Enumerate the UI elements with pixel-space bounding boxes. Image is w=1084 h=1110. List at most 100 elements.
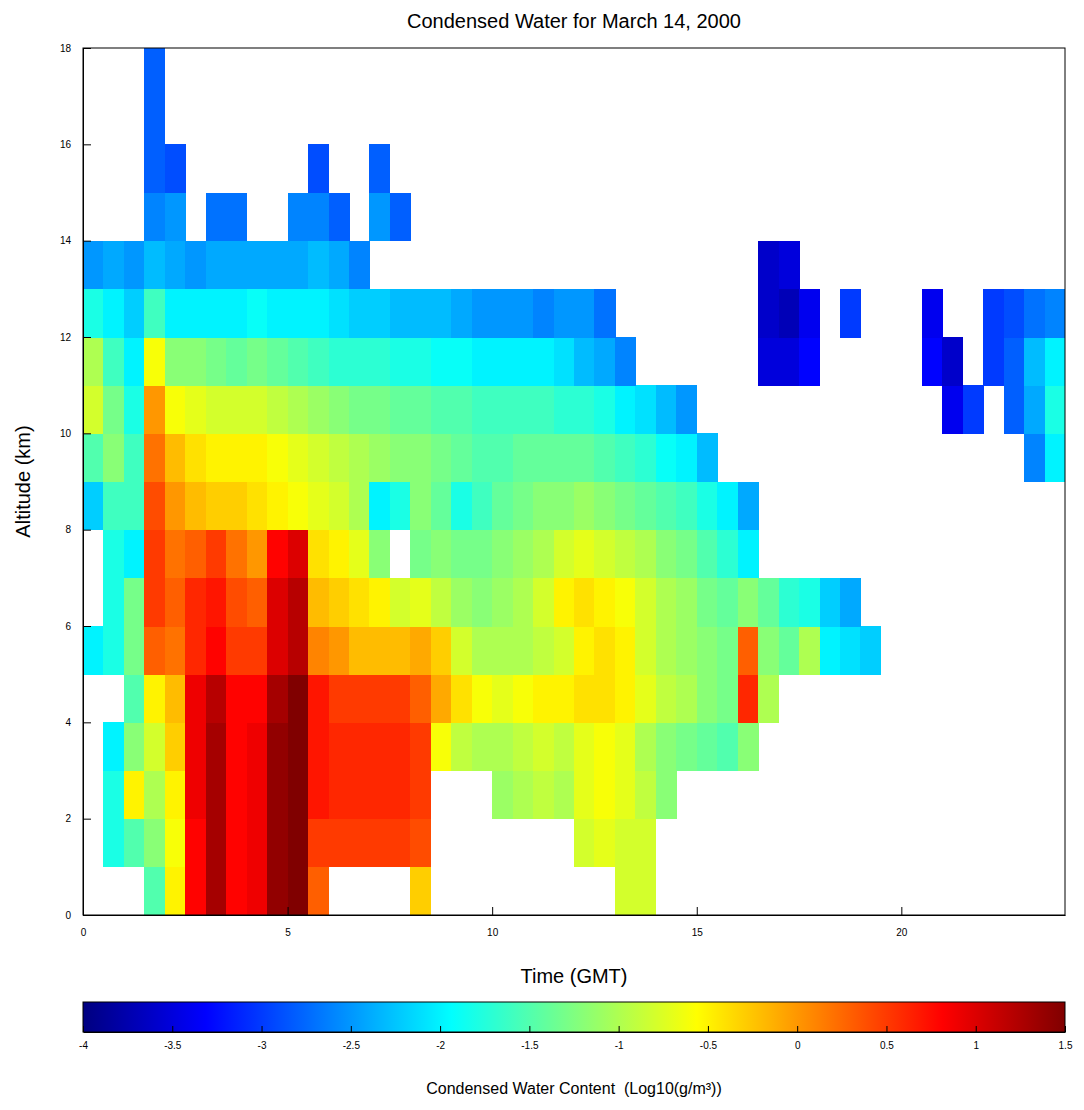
cell: [410, 674, 431, 723]
cell: [615, 433, 636, 482]
cell: [226, 771, 247, 820]
cell: [472, 433, 493, 482]
cell: [349, 289, 370, 338]
cell: [779, 337, 800, 386]
cell: [329, 433, 350, 482]
tick: 6: [65, 621, 91, 632]
cell: [247, 674, 268, 723]
cell: [390, 771, 411, 820]
cell: [615, 771, 636, 820]
y-axis: 024681012141618: [60, 43, 91, 921]
cell: [779, 578, 800, 627]
cell: [329, 626, 350, 675]
cell: [206, 433, 227, 482]
tick-label: 0.5: [880, 1040, 894, 1051]
cell: [472, 530, 493, 579]
cell: [288, 771, 309, 820]
cell: [615, 626, 636, 675]
cell: [185, 433, 206, 482]
cell: [410, 771, 431, 820]
cell: [431, 433, 452, 482]
tick-label: -0.5: [700, 1040, 718, 1051]
cell: [1004, 385, 1025, 434]
tick-label: -1: [615, 1040, 624, 1051]
cell: [431, 626, 452, 675]
cell: [594, 771, 615, 820]
cell: [206, 530, 227, 579]
tick: 0.5: [880, 1026, 894, 1051]
cell: [226, 530, 247, 579]
cell: [533, 674, 554, 723]
cell: [533, 482, 554, 531]
tick: -2: [436, 1026, 445, 1051]
cell: [288, 819, 309, 868]
cell: [369, 674, 390, 723]
cell: [329, 771, 350, 820]
cell: [267, 337, 288, 386]
cell: [513, 482, 534, 531]
cell: [185, 289, 206, 338]
cell: [185, 337, 206, 386]
tick: 0: [795, 1026, 801, 1051]
cell: [349, 530, 370, 579]
cell: [697, 626, 718, 675]
cell: [329, 193, 350, 242]
cell: [410, 385, 431, 434]
cell: [676, 433, 697, 482]
cell: [554, 626, 575, 675]
cell: [820, 578, 841, 627]
cell: [513, 289, 534, 338]
cell: [656, 578, 677, 627]
cell: [492, 482, 513, 531]
cell: [144, 193, 165, 242]
cell: [206, 482, 227, 531]
cell: [574, 578, 595, 627]
cell: [431, 385, 452, 434]
cell: [738, 626, 759, 675]
tick-label: 10: [487, 927, 499, 938]
cell: [554, 433, 575, 482]
cell: [267, 674, 288, 723]
tick-label: -4: [79, 1040, 88, 1051]
cell: [656, 626, 677, 675]
cell: [329, 241, 350, 290]
cell: [717, 674, 738, 723]
cell: [779, 626, 800, 675]
cell: [676, 674, 697, 723]
cell: [103, 722, 124, 771]
cell: [451, 578, 472, 627]
tick-label: 14: [60, 235, 72, 246]
cell: [860, 626, 881, 675]
tick-label: 20: [896, 927, 908, 938]
cell: [369, 722, 390, 771]
cell: [144, 241, 165, 290]
cell: [288, 289, 309, 338]
tick-mark: [901, 907, 902, 915]
cell: [492, 385, 513, 434]
cell: [267, 722, 288, 771]
cell: [165, 867, 186, 915]
tick-label: 5: [285, 927, 291, 938]
cell: [615, 674, 636, 723]
cell: [165, 482, 186, 531]
tick-label: -3: [258, 1040, 267, 1051]
cell: [451, 482, 472, 531]
tick: 1.5: [1059, 1026, 1073, 1051]
cell: [717, 482, 738, 531]
cell: [247, 722, 268, 771]
cell: [574, 337, 595, 386]
tick: -3: [258, 1026, 267, 1051]
cell: [369, 385, 390, 434]
cell: [390, 626, 411, 675]
cell: [308, 867, 329, 915]
cell: [513, 530, 534, 579]
cell: [472, 674, 493, 723]
cell: [288, 193, 309, 242]
cell: [83, 241, 104, 290]
cell: [206, 819, 227, 868]
cell: [533, 385, 554, 434]
tick-label: 16: [60, 139, 72, 150]
cell: [635, 722, 656, 771]
cell: [308, 241, 329, 290]
cell: [472, 626, 493, 675]
